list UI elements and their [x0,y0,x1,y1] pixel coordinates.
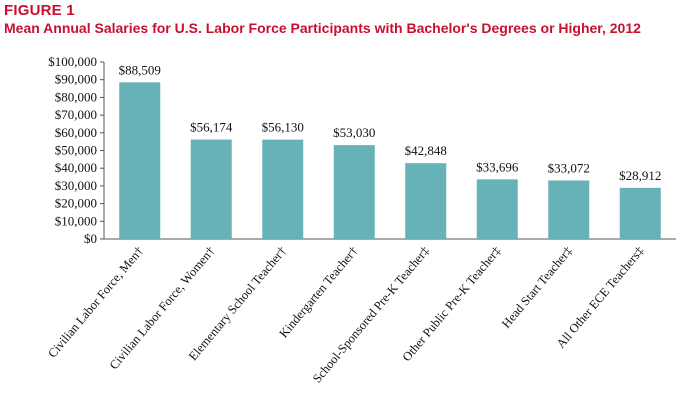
bar [476,179,518,239]
data-label: $42,848 [405,143,447,158]
y-tick-label: $0 [84,231,97,246]
data-label: $33,696 [476,159,519,174]
bar [190,139,232,239]
data-label: $88,509 [119,62,161,77]
bar [333,145,375,239]
data-label: $33,072 [548,160,590,175]
bar [619,187,661,239]
y-tick-label: $90,000 [55,72,97,87]
data-label: $56,130 [262,120,304,135]
bar [548,180,590,239]
data-label: $53,030 [333,125,375,140]
y-tick-label: $50,000 [55,143,97,158]
bar [119,82,161,239]
data-label: $28,912 [619,168,661,183]
y-tick-label: $40,000 [55,160,97,175]
figure-label: FIGURE 1 [4,2,75,19]
y-tick-label: $10,000 [55,213,97,228]
y-tick-label: $80,000 [55,89,97,104]
category-label: Head Start Teacher‡ [499,244,575,331]
y-tick-label: $30,000 [55,178,97,193]
data-label: $56,174 [190,120,233,135]
y-tick-label: $60,000 [55,125,97,140]
bar [262,139,304,239]
bar [405,163,447,239]
y-tick-label: $70,000 [55,107,97,122]
y-tick-label: $20,000 [55,196,97,211]
category-label: School-Sponsored Pre-K Teacher‡ [310,244,432,386]
chart-title: Mean Annual Salaries for U.S. Labor Forc… [4,20,641,36]
category-label: Kindergarten Teacher† [276,244,360,341]
y-tick-label: $100,000 [48,54,97,69]
